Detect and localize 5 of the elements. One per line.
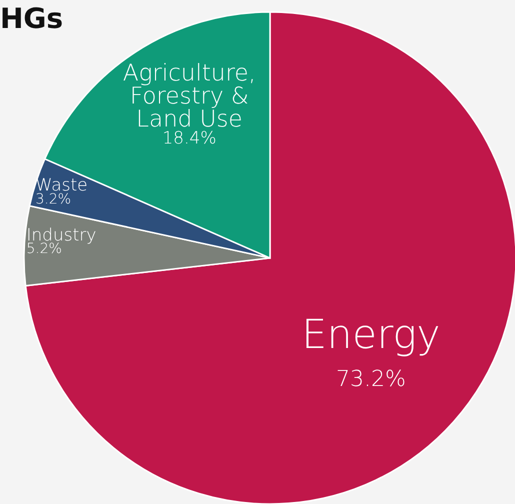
chart-title: HGs bbox=[0, 2, 64, 35]
data-label: 18.4% bbox=[162, 128, 216, 149]
slice-label: Energy bbox=[302, 312, 440, 358]
data-label: 73.2% bbox=[336, 367, 406, 392]
data-label: 5.2% bbox=[26, 241, 62, 258]
